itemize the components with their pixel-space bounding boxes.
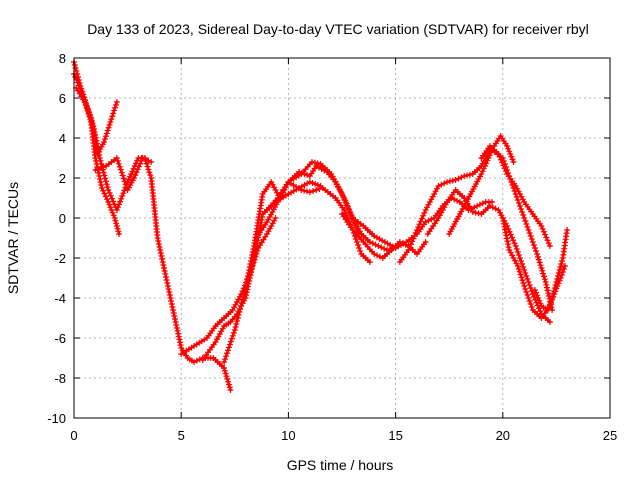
y-tick-label: -6 [54,331,66,346]
series-satellite-pass-4 [92,155,155,193]
y-tick-label: -2 [54,251,66,266]
series-satellite-pass-15 [446,147,556,313]
plot-frame [73,57,611,419]
y-tick-label: 0 [59,211,66,226]
series-markers [92,155,155,193]
series-markers [161,265,234,393]
x-tick-label: 25 [603,428,617,443]
chart-title: Day 133 of 2023, Sidereal Day-to-day VTE… [87,21,589,37]
x-tick-label: 0 [70,428,77,443]
series-satellite-pass-12 [349,195,496,251]
series-satellite-pass-14 [424,187,553,325]
y-tick-label: 2 [59,171,66,186]
y-tick-label: -4 [54,291,66,306]
series-markers [396,133,517,265]
series-markers [349,195,496,251]
series-markers [73,85,120,157]
x-tick-label: 20 [496,428,510,443]
series-satellite-pass-18 [531,263,568,313]
y-tick-label: 6 [59,91,66,106]
series-markers [531,263,568,313]
series-satellite-pass-3 [73,85,120,157]
plot-series [71,59,571,393]
series-satellite-pass-13 [396,133,517,265]
x-tick-label: 10 [281,428,295,443]
y-tick-label: 8 [59,51,66,66]
series-markers [446,147,556,313]
x-tick-label: 5 [178,428,185,443]
x-tick-label: 15 [388,428,402,443]
series-satellite-pass-11 [339,211,429,261]
y-tick-label: 4 [59,131,66,146]
y-axis-label: SDTVAR / TECUs [5,182,21,294]
series-satellite-pass-8 [221,179,373,365]
y-tick-label: -10 [47,411,66,426]
series-satellite-pass-5 [161,265,234,393]
series-markers [424,187,553,325]
axis-ticks [73,57,611,419]
x-axis-label: GPS time / hours [287,457,394,473]
y-tick-label: -8 [54,371,66,386]
series-satellite-pass-16 [478,143,553,249]
series-markers [478,143,553,249]
tick-labels: 0 5 10 15 20 25 -10 -8 -6 -4 -2 0 2 4 6 8 [47,51,617,443]
